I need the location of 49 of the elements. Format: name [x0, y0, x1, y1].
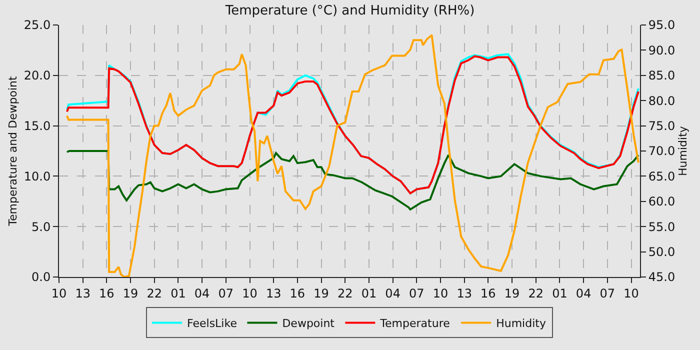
x-tick-label: 04: [194, 286, 210, 300]
x-tick-label: 22: [528, 286, 544, 300]
y2-axis-title: Humidity: [676, 126, 690, 176]
y2-tick-label: 60.0: [648, 194, 676, 209]
y2-tick-label: 70.0: [648, 144, 676, 158]
x-tick-label: 13: [266, 286, 282, 300]
x-tick-label: 07: [600, 286, 616, 300]
x-tick-label: 19: [504, 286, 520, 300]
y-tick-label: 5.0: [32, 220, 51, 234]
y2-tick-label: 85.0: [648, 68, 676, 83]
x-tick-label: 19: [122, 286, 138, 300]
x-tick-label: 13: [75, 286, 90, 300]
x-tick-label: 01: [361, 286, 377, 300]
y2-tick-label: 75.0: [648, 119, 676, 133]
y2-tick-label: 65.0: [648, 169, 676, 184]
y-tick-label: 0.0: [32, 270, 51, 284]
x-tick-label: 16: [290, 286, 306, 300]
x-tick-label: 10: [624, 286, 639, 300]
y-axis-title: Temperature and Dewpoint: [6, 75, 20, 227]
y2-tick-label: 80.0: [648, 94, 676, 108]
y-tick-label: 15.0: [24, 119, 51, 133]
x-tick-label: 19: [314, 286, 329, 300]
x-tick-label: 10: [242, 286, 258, 300]
x-tick-label: 16: [99, 286, 114, 300]
y-tick-label: 20.0: [24, 68, 51, 83]
x-tick-label: 01: [552, 286, 568, 300]
x-tick-label: 10: [51, 286, 67, 300]
x-tick-label: 22: [337, 286, 353, 300]
x-tick-label: 04: [385, 286, 400, 300]
x-tick-label: 22: [146, 286, 162, 300]
x-tick-label: 04: [576, 286, 592, 300]
y2-tick-label: 95.0: [648, 18, 676, 32]
chart-title: Temperature (°C) and Humidity (RH%): [224, 3, 475, 18]
legend-label: Temperature: [379, 317, 450, 330]
x-tick-label: 16: [480, 286, 496, 300]
legend-label: Dewpoint: [282, 317, 336, 330]
y-tick-label: 10.0: [24, 169, 51, 184]
y2-tick-label: 45.0: [648, 270, 676, 284]
x-tick-label: 10: [432, 286, 448, 300]
legend-label: Humidity: [496, 317, 546, 330]
x-tick-label: 07: [409, 286, 424, 300]
y2-tick-label: 90.0: [648, 43, 676, 58]
legend-label: FeelsLike: [187, 317, 238, 330]
y-tick-label: 25.0: [24, 18, 51, 32]
x-tick-label: 13: [456, 286, 472, 300]
x-tick-label: 07: [218, 286, 234, 300]
y2-tick-label: 50.0: [648, 245, 676, 259]
x-tick-label: 01: [170, 286, 186, 300]
y2-tick-label: 55.0: [648, 220, 676, 234]
